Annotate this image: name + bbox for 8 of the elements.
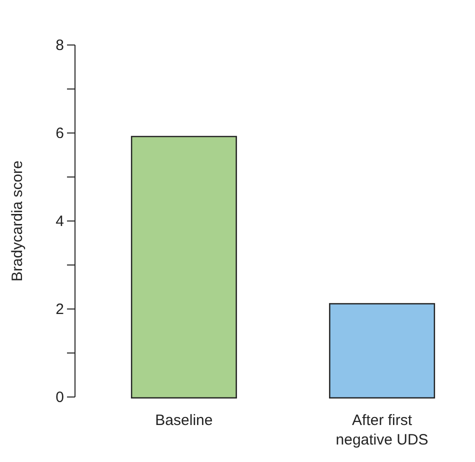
x-tick-label: After first negative UDS xyxy=(336,412,428,448)
x-tick-label: Baseline xyxy=(155,412,213,429)
y-tick-label: 4 xyxy=(56,212,64,230)
y-tick-label: 2 xyxy=(56,300,64,318)
y-tick-label: 0 xyxy=(56,388,64,406)
y-axis-title: Bradycardia score xyxy=(9,160,26,282)
y-tick-label: 6 xyxy=(56,124,64,142)
y-tick-label: 8 xyxy=(56,36,64,54)
